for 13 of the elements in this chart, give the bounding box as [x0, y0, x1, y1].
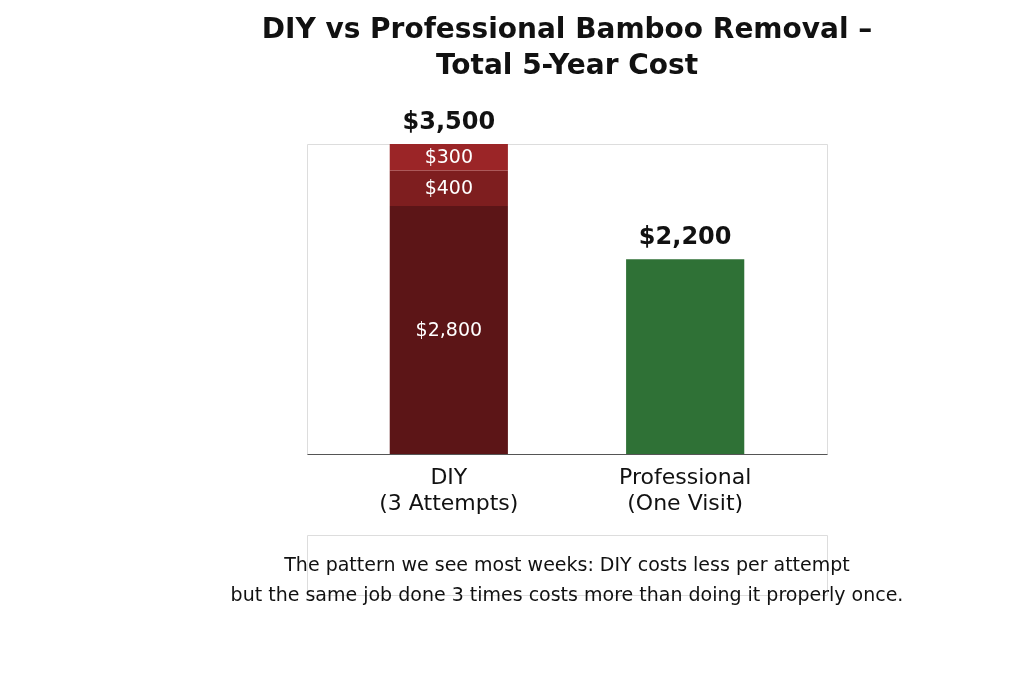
x-tick-label: Professional (One Visit) — [619, 463, 752, 515]
data-label: $400 — [424, 176, 473, 199]
bar — [389, 144, 508, 171]
bar — [626, 259, 745, 454]
x-tick-label: DIY (3 Attempts) — [379, 463, 519, 515]
total-label: $2,200 — [638, 222, 732, 251]
text: The pattern we see most weeks: DIY costs less per attempt but the same job done 3 times costs more than doing it properly once. — [230, 553, 904, 605]
total-label: $3,500 — [402, 107, 496, 135]
bar — [389, 170, 508, 206]
data-label: $2,800 — [415, 318, 483, 340]
data-label: $300 — [424, 145, 473, 168]
bar — [389, 206, 508, 454]
chart-title: DIY vs Professional Bamboo Removal – Total 5-Year Cost — [261, 11, 873, 81]
